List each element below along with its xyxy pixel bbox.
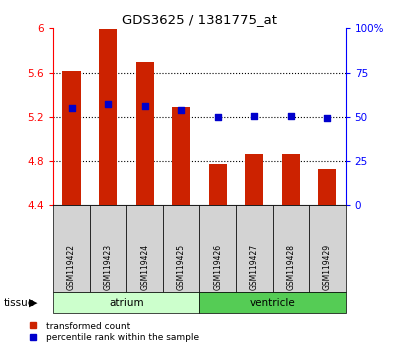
Title: GDS3625 / 1381775_at: GDS3625 / 1381775_at	[122, 13, 277, 26]
Text: GSM119429: GSM119429	[323, 244, 332, 290]
Bar	[99, 29, 117, 205]
Text: GSM119424: GSM119424	[140, 244, 149, 290]
Text: atrium: atrium	[109, 298, 144, 308]
Point	[288, 113, 294, 119]
Point	[141, 103, 148, 109]
Text: ventricle: ventricle	[250, 298, 295, 308]
Bar	[62, 72, 81, 205]
Bar	[282, 154, 300, 205]
Text: GSM119426: GSM119426	[213, 244, 222, 290]
Bar	[245, 154, 263, 205]
Bar	[209, 164, 227, 205]
Point	[251, 113, 258, 119]
Point	[324, 115, 331, 121]
Point	[68, 105, 75, 111]
Bar	[318, 169, 337, 205]
Bar	[135, 62, 154, 205]
Text: GSM119423: GSM119423	[103, 244, 113, 290]
Point	[178, 107, 184, 113]
Text: GSM119425: GSM119425	[177, 244, 186, 290]
Point	[214, 114, 221, 120]
Text: GSM119422: GSM119422	[67, 244, 76, 290]
Text: GSM119427: GSM119427	[250, 244, 259, 290]
Text: tissue: tissue	[4, 298, 35, 308]
Text: ▶: ▶	[29, 298, 38, 308]
Bar	[172, 107, 190, 205]
Point	[105, 101, 111, 107]
Legend: transformed count, percentile rank within the sample: transformed count, percentile rank withi…	[20, 318, 202, 346]
Text: GSM119428: GSM119428	[286, 244, 295, 290]
